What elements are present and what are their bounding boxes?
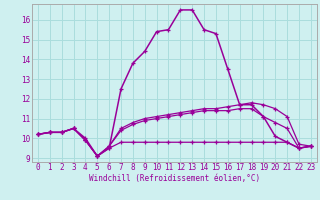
X-axis label: Windchill (Refroidissement éolien,°C): Windchill (Refroidissement éolien,°C)	[89, 174, 260, 183]
